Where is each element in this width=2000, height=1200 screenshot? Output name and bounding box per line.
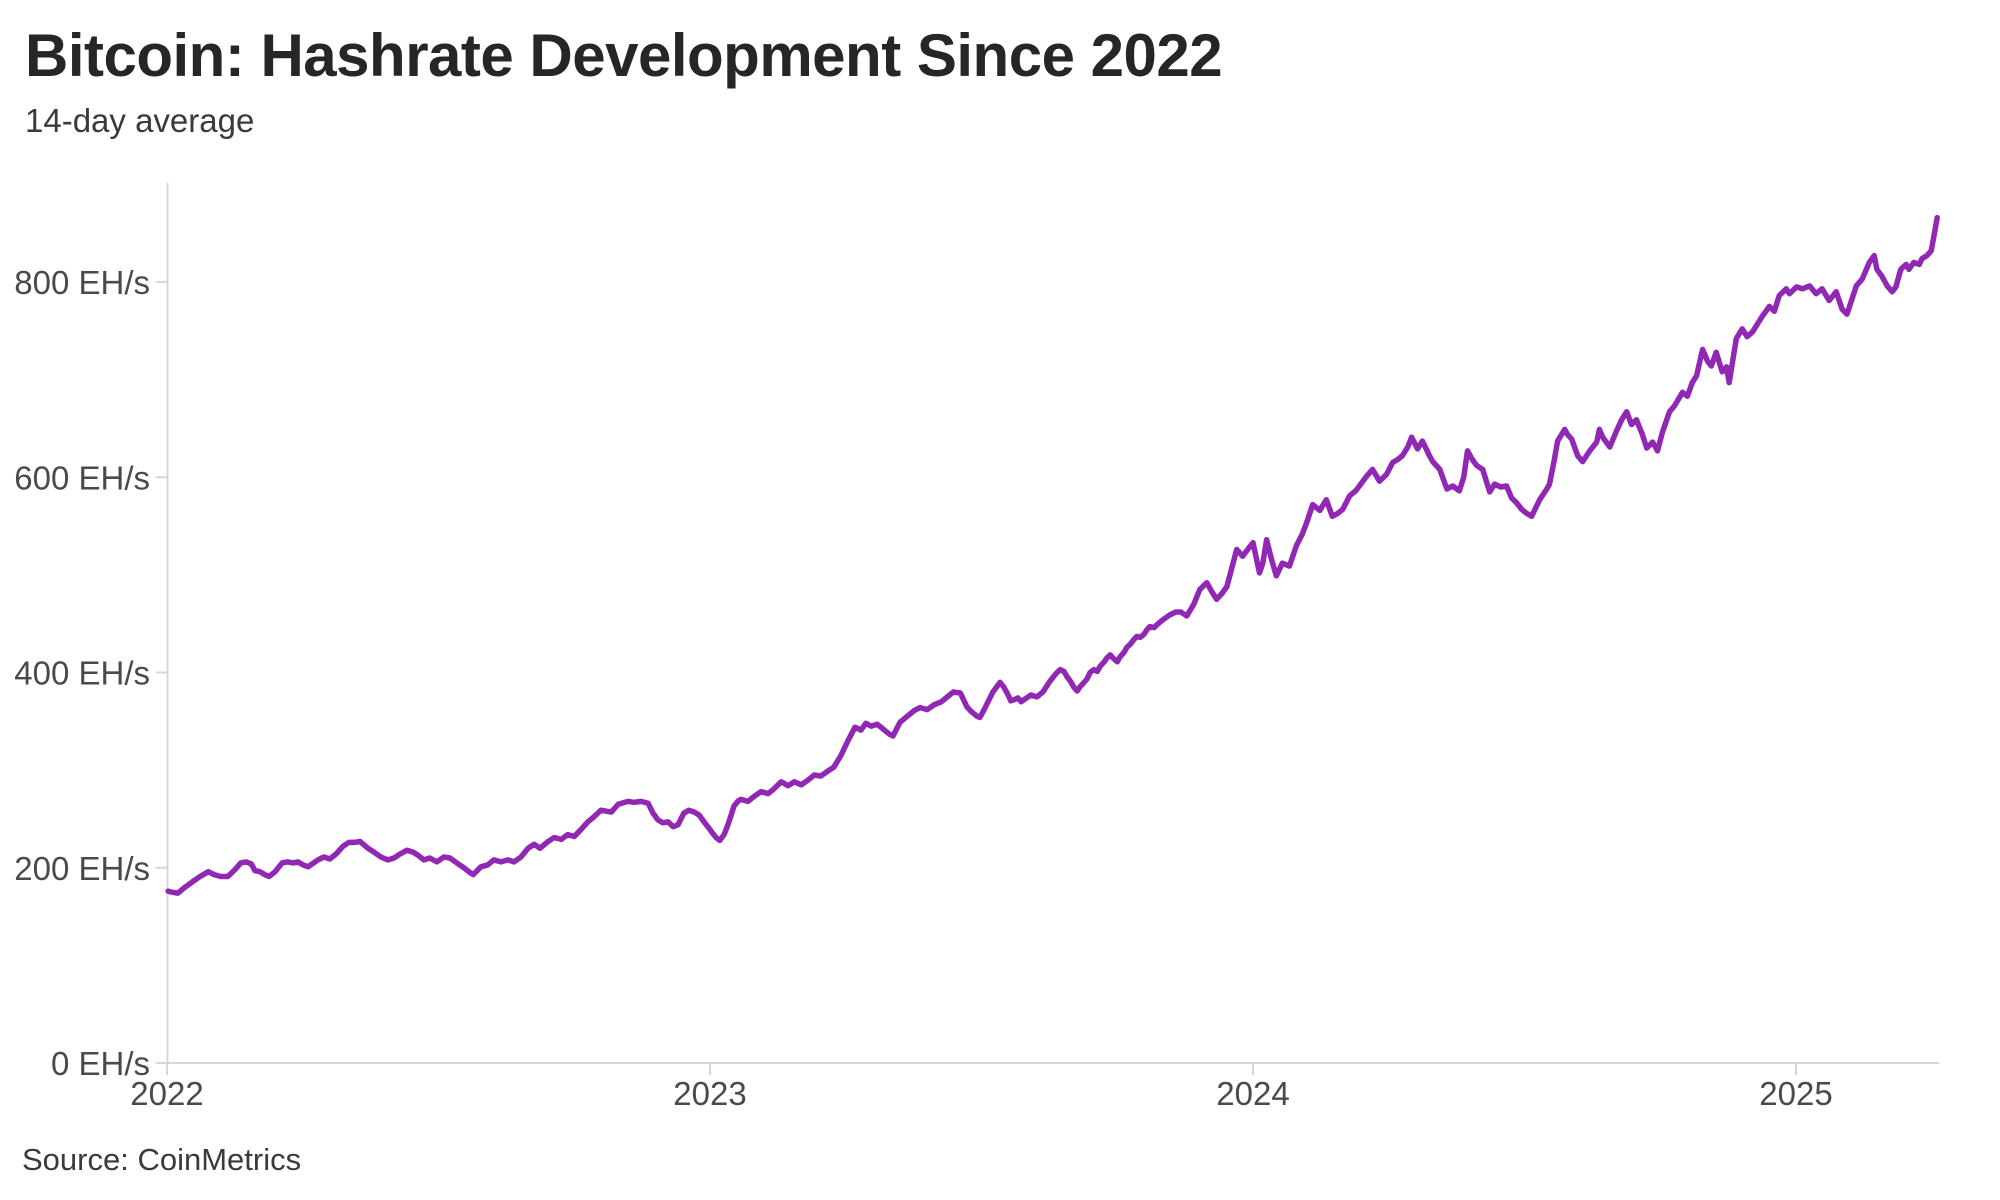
hashrate-line [165,214,1940,896]
y-tick-label: 800 EH/s [14,264,150,301]
chart-subtitle: 14-day average [25,102,255,139]
chart-title: Bitcoin: Hashrate Development Since 2022 [25,22,1223,89]
x-tick-label: 2025 [1759,1075,1832,1112]
source-note: Source: CoinMetrics [22,1142,302,1177]
x-tick-label: 2023 [673,1075,746,1112]
y-tick-label: 200 EH/s [14,850,150,887]
x-tick-label: 2022 [130,1075,203,1112]
y-tick-label: 0 EH/s [51,1045,150,1082]
y-tick-label: 600 EH/s [14,459,150,496]
y-tick-label: 400 EH/s [14,655,150,692]
x-tick-label: 2024 [1216,1075,1289,1112]
